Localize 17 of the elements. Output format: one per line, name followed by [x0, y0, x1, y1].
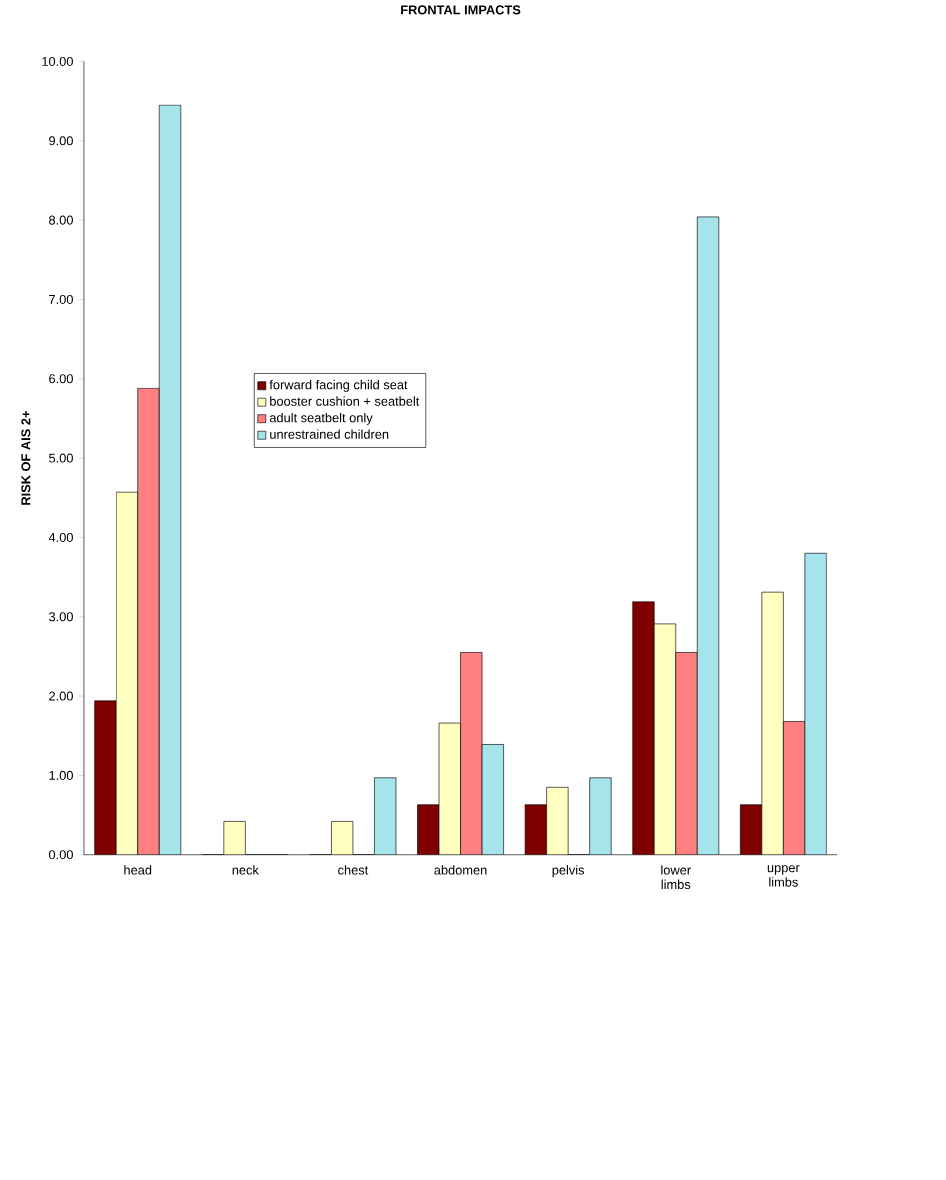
bar [761, 591, 784, 855]
bar [417, 804, 440, 855]
bar [374, 777, 397, 855]
bar [740, 804, 763, 855]
bar [439, 723, 461, 855]
bar [482, 744, 504, 855]
bar [94, 700, 117, 855]
bar [546, 787, 569, 855]
bar [589, 777, 612, 855]
bar [697, 216, 720, 855]
bar [632, 601, 655, 855]
bar [654, 623, 676, 855]
bar [159, 105, 181, 855]
bar [224, 821, 246, 855]
bar [804, 552, 827, 855]
bar [116, 492, 138, 855]
bar [525, 804, 547, 855]
